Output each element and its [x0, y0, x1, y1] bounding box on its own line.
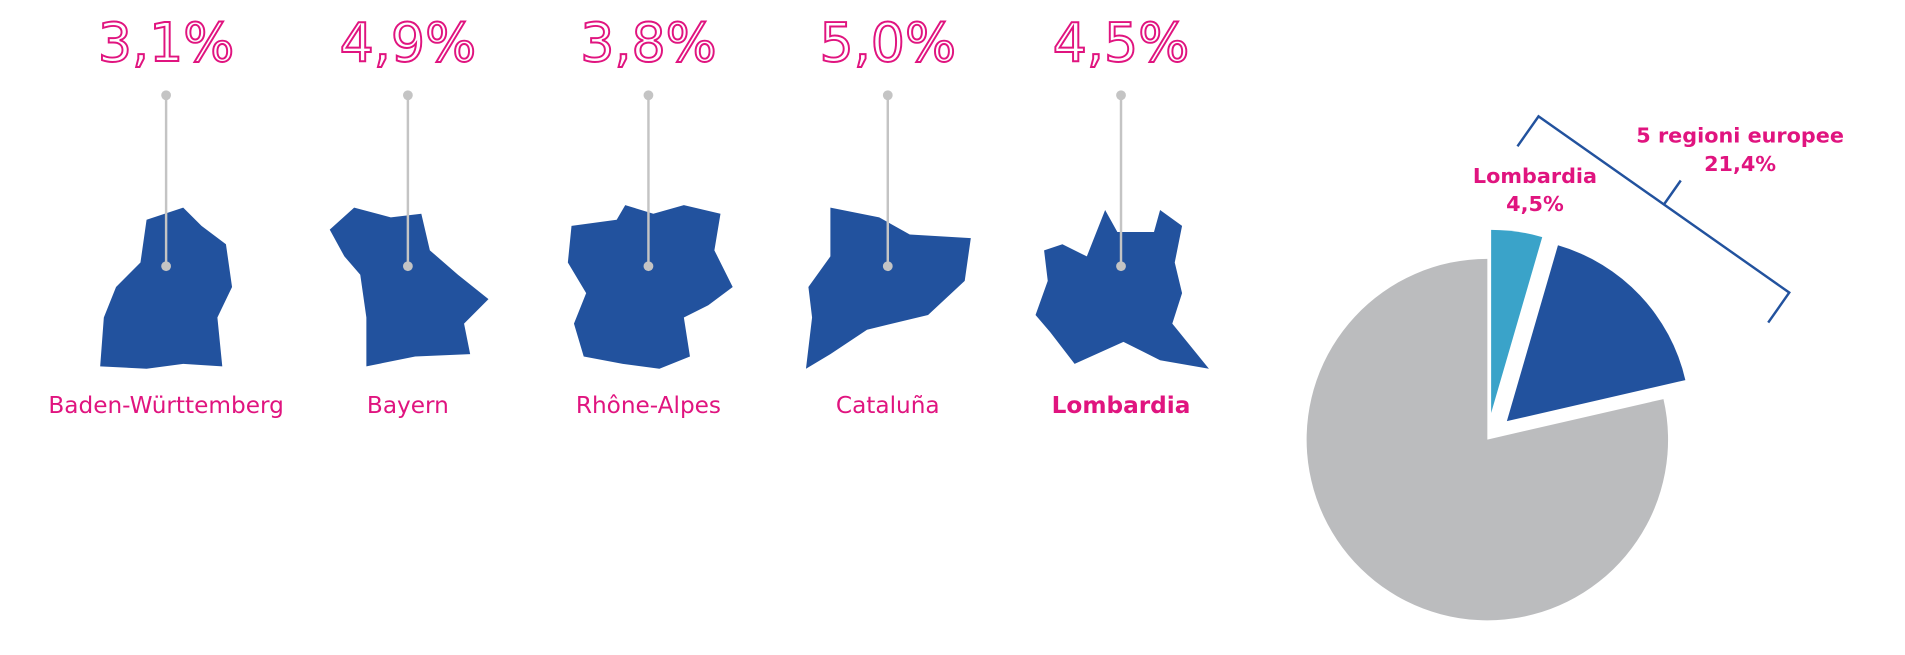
region-name: Baden-Württemberg [48, 392, 283, 419]
value-label: 5,0% [820, 11, 956, 74]
region-name: Cataluña [836, 392, 940, 419]
region-name: Rhône-Alpes [576, 392, 721, 419]
region-maps [100, 205, 1209, 369]
map-lombardia [1035, 210, 1209, 369]
pin-dot [882, 90, 893, 101]
pin-dot [403, 90, 413, 101]
map-rhone-alpes [567, 205, 733, 369]
map-baden-wurttemberg [100, 207, 233, 369]
map-bayern [329, 207, 489, 367]
pin-dot [403, 261, 413, 272]
value-label: 4,9% [340, 11, 476, 74]
pie-slice [1506, 245, 1686, 422]
group-value-label: 21,4% [1704, 152, 1776, 176]
pie-slice [1491, 229, 1543, 414]
pie-value-label: 4,5% [1506, 192, 1564, 216]
group-label: 5 regioni europee [1636, 124, 1844, 148]
pin-dot [643, 90, 654, 101]
pie-slice [1306, 258, 1669, 621]
value-label: 4,5% [1053, 11, 1189, 74]
value-label: 3,1% [98, 11, 234, 74]
region-name: Lombardia [1052, 392, 1191, 419]
map-cataluna [805, 207, 971, 369]
pin-dot [1116, 261, 1126, 272]
pie-bracket-shape [1516, 114, 1791, 324]
pin-dot [161, 90, 171, 101]
pin-dot [161, 261, 171, 272]
pin-dot [1116, 90, 1126, 101]
value-label: 3,8% [580, 11, 716, 74]
pin-dot [643, 261, 654, 272]
region-name: Bayern [367, 392, 449, 419]
pin-dot [882, 261, 893, 272]
pie-label: Lombardia [1473, 164, 1597, 188]
